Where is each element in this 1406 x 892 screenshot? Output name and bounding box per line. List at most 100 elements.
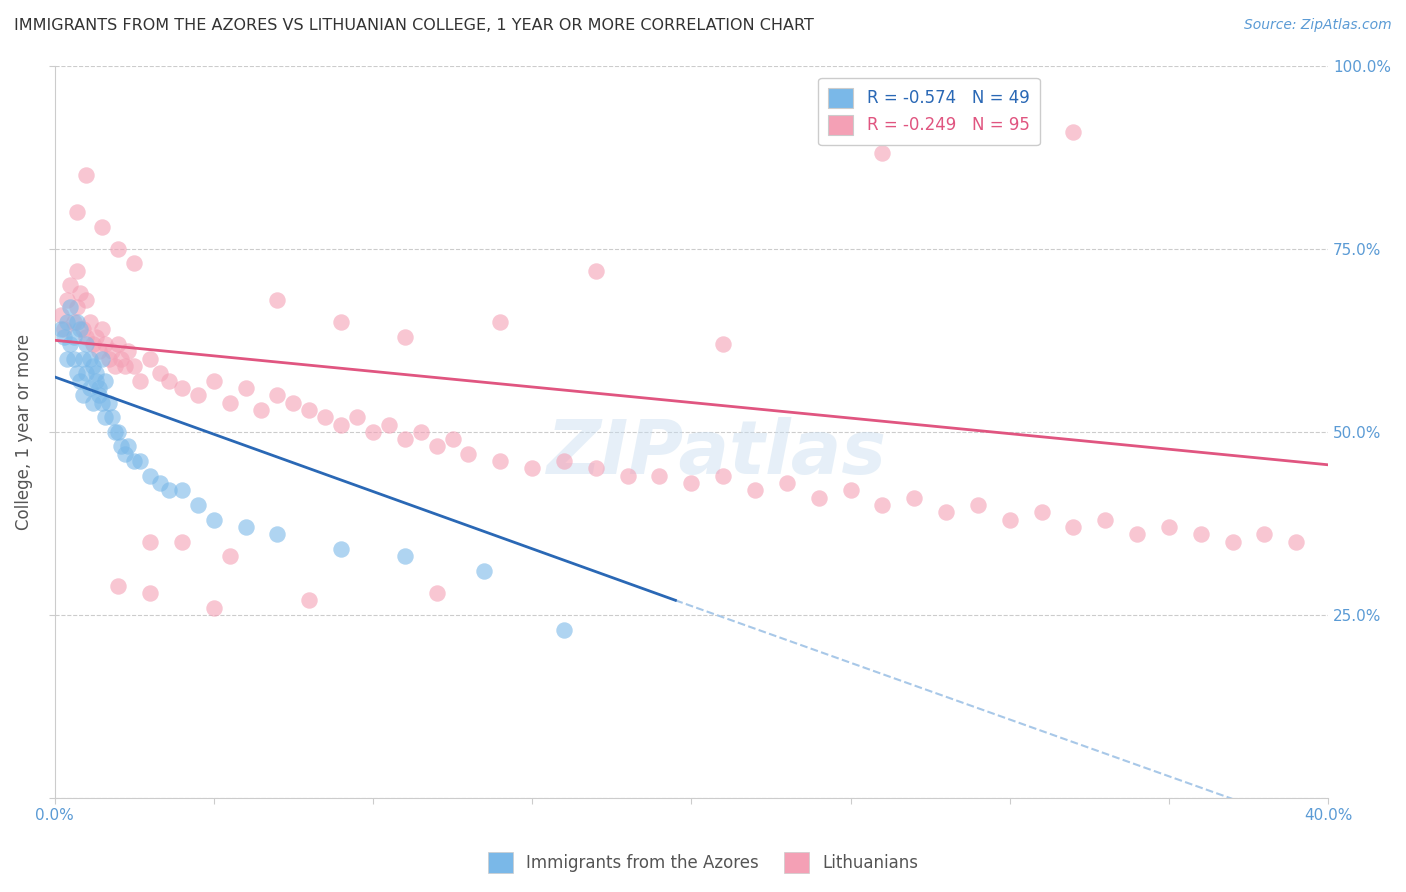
Point [170,534,193,549]
Point [1031,505,1053,519]
Point [170,483,193,498]
Point [104,425,127,439]
Point [107,242,129,256]
Point [235,520,257,534]
Point [79,381,101,395]
Point [426,440,449,454]
Point [361,425,384,439]
Point [87,381,110,395]
Point [218,395,240,409]
Point [1157,520,1180,534]
Point [489,454,512,468]
Point [87,344,110,359]
Point [330,417,353,432]
Point [330,315,353,329]
Point [66,315,89,329]
Point [62,351,84,366]
Text: Source: ZipAtlas.com: Source: ZipAtlas.com [1244,18,1392,32]
Point [94,337,117,351]
Point [378,417,401,432]
Point [117,440,139,454]
Point [62,315,84,329]
Point [62,329,84,343]
Point [149,476,172,491]
Point [139,534,162,549]
Legend: Immigrants from the Azores, Lithuanians: Immigrants from the Azores, Lithuanians [481,846,925,880]
Point [75,169,97,183]
Point [298,593,321,607]
Point [1253,527,1275,541]
Point [967,498,990,512]
Point [107,425,129,439]
Point [129,454,152,468]
Point [585,461,607,475]
Point [903,491,925,505]
Point [394,432,416,446]
Point [1285,534,1308,549]
Point [97,395,120,409]
Point [56,351,79,366]
Point [250,402,273,417]
Point [1094,513,1116,527]
Point [94,410,117,425]
Point [79,351,101,366]
Point [711,468,734,483]
Point [266,388,288,402]
Point [75,337,97,351]
Point [107,337,129,351]
Point [218,549,240,564]
Point [474,564,496,578]
Text: ZIPatlas: ZIPatlas [547,417,887,491]
Point [122,454,145,468]
Point [53,329,76,343]
Point [457,447,479,461]
Point [82,337,104,351]
Point [202,600,225,615]
Point [72,388,94,402]
Point [935,505,957,519]
Point [69,374,91,388]
Point [59,337,82,351]
Point [49,322,72,336]
Point [66,301,89,315]
Point [202,374,225,388]
Point [139,351,162,366]
Point [616,468,638,483]
Point [235,381,257,395]
Point [1222,534,1244,549]
Point [711,337,734,351]
Point [346,410,368,425]
Point [998,513,1021,527]
Point [409,425,432,439]
Point [66,263,89,277]
Point [53,322,76,336]
Point [66,366,89,380]
Point [91,322,114,336]
Point [79,315,101,329]
Point [807,491,830,505]
Point [187,498,209,512]
Point [117,344,139,359]
Point [122,256,145,270]
Point [97,351,120,366]
Text: IMMIGRANTS FROM THE AZORES VS LITHUANIAN COLLEGE, 1 YEAR OR MORE CORRELATION CHA: IMMIGRANTS FROM THE AZORES VS LITHUANIAN… [14,18,814,33]
Point [187,388,209,402]
Point [91,219,114,234]
Point [69,322,91,336]
Point [314,410,336,425]
Point [839,483,862,498]
Point [872,146,894,161]
Point [82,395,104,409]
Point [1189,527,1212,541]
Point [49,308,72,322]
Y-axis label: College, 1 year or more: College, 1 year or more [15,334,32,530]
Point [107,579,129,593]
Point [330,541,353,556]
Point [91,351,114,366]
Point [122,359,145,373]
Point [75,293,97,307]
Point [426,586,449,600]
Point [75,366,97,380]
Point [266,527,288,541]
Point [266,293,288,307]
